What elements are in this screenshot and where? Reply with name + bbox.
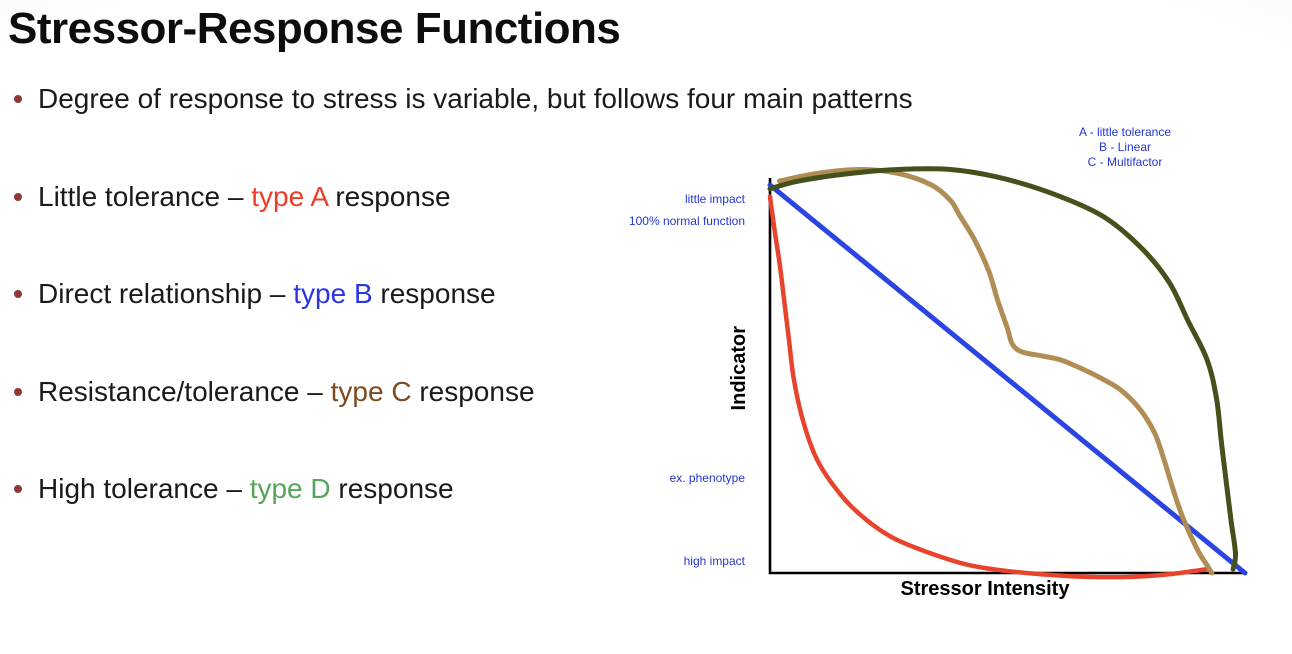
bullet-suffix: response [411,376,535,407]
bullet-highlight: type C [330,376,412,407]
page-title: Stressor-Response Functions [8,4,621,53]
bullet-suffix: response [327,181,451,212]
legend-line-a: A - little tolerance [1078,125,1172,139]
bullet-icon [14,388,22,396]
bullet-item: Little tolerance – type A response [12,180,451,214]
series-type-c-multifactor [777,167,1215,576]
legend-line-c: C - Multifactor [1087,155,1163,169]
y-axis-label-high-impact: high impact [683,554,745,568]
bullet-icon [14,290,22,298]
bullet-suffix: response [330,473,454,504]
bullet-highlight: type B [293,278,373,309]
bullet-text: Resistance/tolerance – type C response [38,375,535,409]
series-type-d-high-tolerance [767,166,1239,572]
bullet-highlight: type A [251,181,328,212]
bullet-icon [14,95,22,103]
bullet-icon [14,193,22,201]
x-axis-title: Stressor Intensity [900,578,1070,600]
bullet-prefix: Degree of response to stress is variable… [38,83,913,114]
bullet-item: Degree of response to stress is variable… [12,82,913,116]
y-axis-title: Indicator [728,326,750,411]
bullet-text: Direct relationship – type B response [38,277,496,311]
bullet-text: Degree of response to stress is variable… [38,82,913,116]
y-axis-label-little-impact: little impact [684,192,745,206]
series-type-b-linear [767,182,1248,576]
bullet-suffix: response [372,278,496,309]
y-axis-label-100-normal-function: 100% normal function [628,214,745,228]
bullet-highlight: type D [249,473,331,504]
bullet-prefix: Little tolerance – [38,181,252,212]
series-type-a-little-tolerance [767,194,1210,580]
chart-svg [767,166,1248,580]
bullet-text: High tolerance – type D response [38,472,454,506]
bullet-prefix: High tolerance – [38,473,250,504]
bullet-prefix: Direct relationship – [38,278,294,309]
chart-legend: A - little tolerance B - Linear C - Mult… [1035,125,1215,170]
bullet-item: High tolerance – type D response [12,472,454,506]
bullet-text: Little tolerance – type A response [38,180,451,214]
bullet-icon [14,485,22,493]
bullet-item: Direct relationship – type B response [12,277,496,311]
y-axis-label-ex-phenotype: ex. phenotype [669,471,745,485]
bullet-prefix: Resistance/tolerance – [38,376,331,407]
bullet-item: Resistance/tolerance – type C response [12,375,535,409]
chart-axes [768,178,1247,575]
legend-line-b: B - Linear [1098,140,1152,154]
